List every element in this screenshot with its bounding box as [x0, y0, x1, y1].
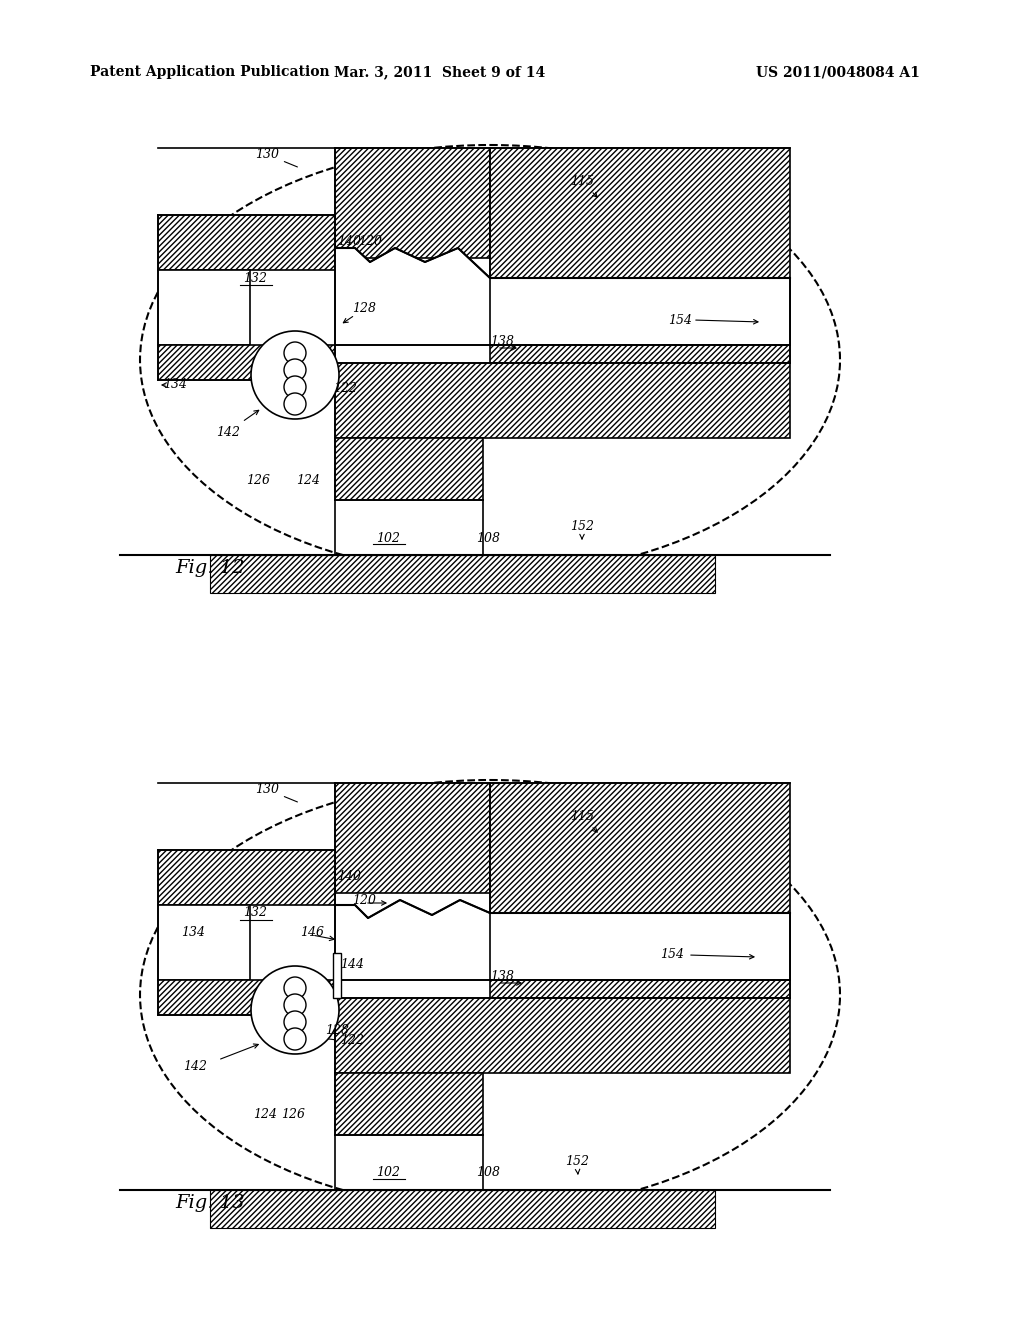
Circle shape [284, 393, 306, 414]
Text: 124: 124 [253, 1109, 278, 1122]
Text: 152: 152 [565, 1155, 589, 1173]
Text: 132: 132 [243, 272, 267, 285]
Bar [490, 148, 790, 279]
Bar [333, 953, 341, 998]
Text: 126: 126 [281, 1109, 305, 1122]
Text: 140: 140 [337, 870, 361, 883]
Bar [490, 279, 790, 363]
Text: 130: 130 [255, 783, 297, 803]
Text: 108: 108 [476, 532, 500, 544]
Text: 124: 124 [296, 474, 319, 487]
Bar [490, 913, 790, 998]
Bar [158, 345, 335, 380]
Polygon shape [335, 248, 790, 345]
Text: 134: 134 [181, 927, 205, 940]
Bar [335, 363, 790, 438]
Bar [490, 783, 790, 913]
Text: 122: 122 [333, 381, 357, 395]
Bar [335, 148, 490, 257]
Text: Fig. 12: Fig. 12 [175, 558, 245, 577]
Bar [335, 783, 490, 894]
Text: Mar. 3, 2011  Sheet 9 of 14: Mar. 3, 2011 Sheet 9 of 14 [335, 65, 546, 79]
Circle shape [284, 376, 306, 399]
Circle shape [284, 1011, 306, 1034]
Text: 142: 142 [216, 425, 240, 438]
Circle shape [284, 994, 306, 1016]
Text: 122: 122 [340, 1034, 364, 1047]
Text: 120: 120 [358, 235, 382, 248]
Text: 128: 128 [352, 301, 376, 314]
Bar [158, 906, 250, 979]
Bar [335, 998, 790, 1073]
Bar [158, 271, 250, 345]
Text: 130: 130 [255, 148, 297, 166]
Text: 142: 142 [183, 1060, 207, 1073]
Text: 126: 126 [246, 474, 270, 487]
Text: 134: 134 [163, 379, 187, 392]
Text: 144: 144 [340, 958, 364, 972]
Text: 128: 128 [325, 1023, 349, 1036]
Text: 115: 115 [570, 810, 597, 832]
Text: 140: 140 [337, 235, 361, 248]
Circle shape [284, 359, 306, 381]
Polygon shape [335, 900, 790, 979]
Text: 120: 120 [352, 894, 376, 907]
Circle shape [284, 342, 306, 364]
Text: 102: 102 [376, 532, 400, 544]
Text: 138: 138 [490, 970, 514, 983]
Circle shape [284, 977, 306, 999]
Bar [158, 850, 335, 906]
Bar [158, 979, 335, 1015]
Bar [335, 438, 483, 500]
Text: 138: 138 [490, 335, 514, 348]
Text: 152: 152 [570, 520, 594, 539]
Circle shape [284, 1028, 306, 1049]
Bar [210, 1191, 715, 1228]
Text: 154: 154 [668, 314, 692, 326]
Circle shape [251, 966, 339, 1053]
Text: 115: 115 [570, 176, 597, 197]
Text: Fig. 13: Fig. 13 [175, 1195, 245, 1212]
Text: 132: 132 [243, 907, 267, 920]
Circle shape [251, 331, 339, 418]
Text: 102: 102 [376, 1167, 400, 1180]
Text: 146: 146 [300, 927, 324, 940]
Text: 154: 154 [660, 949, 684, 961]
Bar [335, 1073, 483, 1135]
Text: 108: 108 [476, 1167, 500, 1180]
Text: US 2011/0048084 A1: US 2011/0048084 A1 [756, 65, 920, 79]
Text: Patent Application Publication: Patent Application Publication [90, 65, 330, 79]
Bar [158, 215, 335, 271]
Bar [210, 554, 715, 593]
